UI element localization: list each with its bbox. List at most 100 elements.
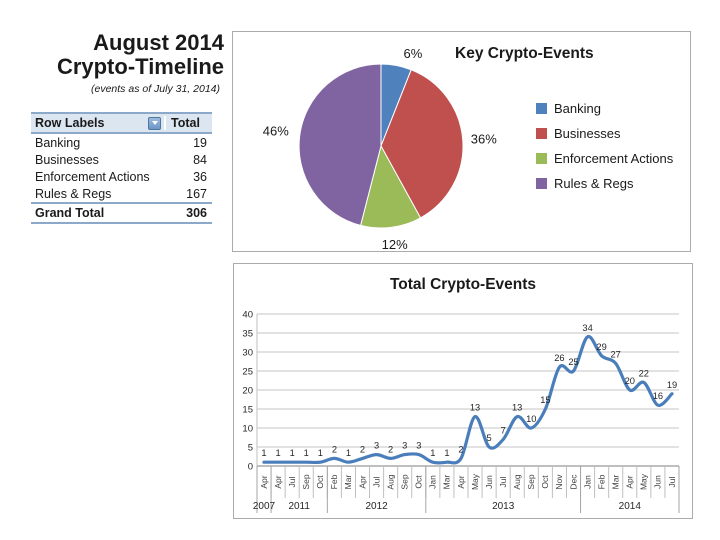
- y-tick-label: 20: [242, 385, 253, 396]
- data-point-label: 29: [596, 342, 606, 352]
- row-label: Rules & Regs: [35, 186, 112, 201]
- x-month-label: Jun: [484, 475, 494, 489]
- x-month-label: Aug: [385, 474, 395, 489]
- x-month-label: Jul: [498, 476, 508, 487]
- grand-total-row: Grand Total 306: [31, 202, 212, 224]
- data-point-label: 3: [416, 441, 421, 451]
- legend-swatch-icon: [536, 103, 547, 114]
- x-year-label: 2007: [253, 501, 276, 512]
- dropdown-arrow-icon: [151, 121, 158, 125]
- x-month-label: Jul: [667, 476, 677, 487]
- x-month-label: Dec: [568, 474, 578, 490]
- data-line: [262, 335, 674, 465]
- data-point-label: 1: [430, 448, 435, 458]
- pivot-table-header: Row Labels Total: [31, 112, 212, 134]
- x-month-label: May: [470, 473, 480, 490]
- data-point-label: 1: [318, 448, 323, 458]
- x-month-label: Nov: [554, 474, 564, 490]
- x-year-label: 2013: [492, 501, 515, 512]
- x-month-label: Jul: [287, 476, 297, 487]
- legend-label: Rules & Regs: [554, 176, 634, 191]
- legend-item: Banking: [536, 96, 673, 121]
- pivot-table: Row Labels Total Banking 19 Businesses 84 En…: [31, 112, 212, 224]
- pie-chart-panel: 6% 36% 12% 46% Key Crypto-Events Banking Bus…: [232, 31, 691, 252]
- filter-dropdown-button[interactable]: [148, 116, 161, 130]
- x-year-label: 2011: [288, 501, 310, 512]
- x-month-label: Jul: [371, 476, 381, 487]
- pivot-table-rows: Banking 19 Businesses 84 Enforcement Actions…: [31, 134, 212, 202]
- x-year-label: 2012: [365, 501, 388, 512]
- line-chart-title: Total Crypto-Events: [389, 276, 537, 293]
- data-point-label: 13: [512, 403, 522, 413]
- title-block: August 2014 Crypto-Timeline (events as o…: [18, 31, 224, 96]
- x-year-label: 2014: [619, 501, 642, 512]
- pie-percent-label: 46%: [263, 123, 289, 138]
- x-month-label: May: [639, 473, 649, 490]
- pie-percent-label: 36%: [471, 132, 497, 147]
- row-total: 167: [186, 186, 207, 201]
- data-point-label: 13: [470, 403, 480, 413]
- x-month-label: Feb: [596, 474, 606, 489]
- line-chart-panel: Total Crypto-Events 0 5 10 15 20 25 30 35 40 Apr A…: [233, 263, 693, 519]
- legend-label: Enforcement Actions: [554, 151, 674, 166]
- y-tick-label: 0: [248, 461, 253, 472]
- legend-label: Businesses: [554, 126, 621, 141]
- pie-percent-label: 6%: [404, 46, 423, 61]
- data-point-label: 2: [332, 444, 337, 454]
- x-month-label: Sep: [400, 474, 410, 489]
- data-point-label: 1: [346, 448, 351, 458]
- y-tick-label: 15: [242, 404, 253, 415]
- data-point-label: 16: [653, 391, 663, 401]
- x-month-label: Jan: [428, 475, 438, 489]
- legend-item: Rules & Regs: [536, 171, 673, 196]
- row-total: 36: [193, 169, 207, 184]
- x-month-label: Sep: [301, 474, 311, 489]
- data-point-label: 1: [276, 448, 281, 458]
- pie-chart: 6% 36% 12% 46%: [263, 46, 497, 251]
- data-point-label: 2: [360, 444, 365, 454]
- y-tick-label: 25: [242, 366, 253, 377]
- data-point-label: 1: [444, 448, 449, 458]
- y-tick-label: 40: [242, 309, 253, 320]
- x-month-label: Jan: [582, 475, 592, 489]
- data-point-label: 10: [526, 414, 536, 424]
- legend-swatch-icon: [536, 128, 547, 139]
- data-point-label: 3: [374, 441, 379, 451]
- data-point-label: 25: [568, 357, 578, 367]
- grand-total-value: 306: [186, 206, 207, 220]
- x-month-label: Apr: [259, 475, 269, 488]
- x-month-label: Oct: [540, 475, 550, 489]
- pie-percent-label: 12%: [382, 237, 408, 251]
- data-point-label: 2: [388, 444, 393, 454]
- legend-swatch-icon: [536, 153, 547, 164]
- x-month-label: Oct: [315, 475, 325, 489]
- legend-item: Businesses: [536, 121, 673, 146]
- row-label: Enforcement Actions: [35, 169, 150, 184]
- pie-chart-title: Key Crypto-Events: [455, 45, 594, 62]
- table-row: Enforcement Actions 36: [31, 168, 212, 185]
- x-month-label: Mar: [442, 475, 452, 490]
- x-month-label: Apr: [273, 475, 283, 488]
- grand-total-label: Grand Total: [35, 206, 105, 220]
- data-point-label: 7: [501, 425, 506, 435]
- x-month-label: Mar: [611, 475, 621, 490]
- row-total: 19: [193, 135, 207, 150]
- total-header: Total: [164, 116, 212, 130]
- x-month-label: Mar: [343, 475, 353, 490]
- data-point-label: 22: [639, 368, 649, 378]
- legend-swatch-icon: [536, 178, 547, 189]
- page-subtitle: (events as of July 31, 2014): [91, 83, 220, 95]
- pie-slice: [359, 144, 422, 229]
- data-point-label: 20: [625, 376, 635, 386]
- data-point-label: 1: [261, 448, 266, 458]
- x-month-label: Apr: [456, 475, 466, 488]
- y-tick-label: 5: [248, 442, 253, 453]
- table-row: Rules & Regs 167: [31, 185, 212, 202]
- data-point-label: 34: [582, 323, 592, 333]
- pie-legend: Banking Businesses Enforcement Actions Rule…: [536, 96, 673, 196]
- x-month-label: Sep: [526, 474, 536, 489]
- row-labels-header: Row Labels: [35, 116, 105, 130]
- y-tick-label: 10: [242, 423, 253, 434]
- y-tick-label: 35: [242, 328, 253, 339]
- legend-label: Banking: [554, 101, 601, 116]
